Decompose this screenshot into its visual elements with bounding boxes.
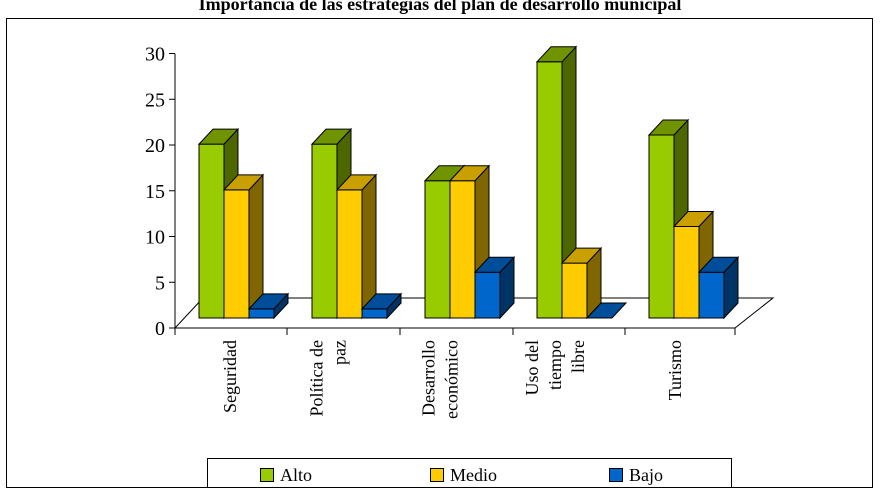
x-tick-label-4-0: Turismo — [665, 340, 685, 400]
legend-swatch-medio — [430, 468, 444, 482]
x-tick-label-2-1: económico — [442, 340, 462, 419]
legend-label-medio: Medio — [450, 465, 497, 485]
y-tick-label-0: 0 — [155, 318, 165, 340]
bar-bajo-1 — [360, 292, 403, 320]
x-tick-label-3-2: libre — [568, 340, 588, 373]
y-tick-label-3: 15 — [145, 181, 165, 203]
bar-bajo-2 — [473, 255, 516, 320]
y-tick-label-1: 5 — [155, 272, 165, 294]
bar-medio-4 — [672, 210, 715, 320]
legend-item-bajo: Bajo — [609, 465, 663, 486]
legend-label-bajo: Bajo — [629, 465, 663, 485]
y-tick-label-6: 30 — [145, 44, 165, 66]
x-tick-label-2-0: Desarrollo — [419, 340, 439, 416]
legend-item-alto: Alto — [260, 465, 312, 486]
x-tick-label-1-1: paz — [330, 340, 350, 365]
x-tick-label-0-0: Seguridad — [220, 340, 240, 413]
x-tick-label-3-1: tiempo — [545, 340, 565, 390]
legend: Alto Medio Bajo — [207, 458, 732, 488]
bar-bajo-3 — [585, 302, 628, 319]
legend-swatch-alto — [260, 468, 274, 482]
y-tick-label-2: 10 — [145, 227, 165, 249]
x-tick-label-3-0: Uso del — [522, 340, 542, 396]
bar-medio-1 — [335, 173, 378, 320]
bar-medio-3 — [560, 246, 603, 320]
legend-swatch-bajo — [609, 468, 623, 482]
bar-bajo-0 — [247, 292, 290, 320]
legend-label-alto: Alto — [280, 465, 313, 485]
legend-item-medio: Medio — [430, 465, 497, 486]
bar-medio-0 — [222, 173, 265, 320]
y-tick-label-5: 25 — [145, 89, 165, 111]
chart-title: Importancia de las estrategias del plan … — [198, 0, 682, 14]
x-tick-label-1-0: Política de — [307, 340, 327, 416]
bar-bajo-4 — [697, 255, 740, 320]
y-tick-label-4: 20 — [145, 135, 165, 157]
